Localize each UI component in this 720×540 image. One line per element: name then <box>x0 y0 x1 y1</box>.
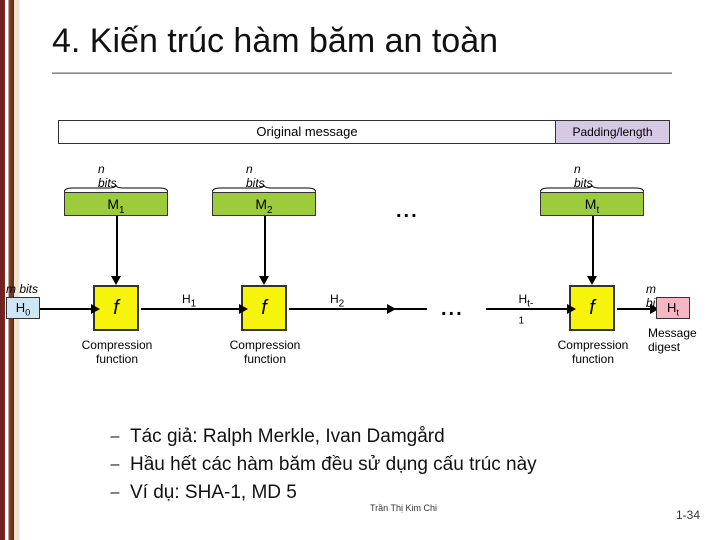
bullet-text: Hầu hết các hàm băm đều sử dụng cấu trúc… <box>130 453 537 477</box>
h0-box: H0 <box>6 297 40 319</box>
ellipsis-top: ... <box>396 200 419 223</box>
m-bits-label-0: m bits <box>6 282 38 296</box>
bullet-dash-icon: – <box>100 453 130 477</box>
right-arrow-icon <box>239 304 248 314</box>
bullet-text: Ví dụ: SHA-1, MD 5 <box>130 481 297 505</box>
ellipsis-mid: ... <box>441 298 464 321</box>
page-number: 1-34 <box>676 508 700 522</box>
down-arrow-icon <box>587 276 597 285</box>
right-arrow-icon <box>567 304 576 314</box>
down-arrow-icon <box>259 276 269 285</box>
message-block: Mt <box>540 192 644 216</box>
bullet-dash-icon: – <box>100 481 130 505</box>
message-digest-label: Messagedigest <box>648 326 697 354</box>
bullet-dash-icon: – <box>100 425 130 449</box>
list-item: – Ví dụ: SHA-1, MD 5 <box>100 481 537 505</box>
down-arrow-icon <box>111 276 121 285</box>
arrow-line <box>592 216 594 276</box>
arrow-line <box>617 308 650 310</box>
arrow-line <box>264 216 266 276</box>
title-underline <box>52 72 672 74</box>
compression-label: Compressionfunction <box>77 338 157 366</box>
compression-label: Compressionfunction <box>553 338 633 366</box>
author-footer: Trần Thị Kim Chi <box>370 503 437 513</box>
arrow-line <box>40 308 91 310</box>
arrow-line <box>116 216 118 276</box>
original-message-box: Original message <box>58 120 556 144</box>
brace-icon <box>64 180 168 188</box>
brace-icon <box>212 180 316 188</box>
ht-box: Ht <box>656 297 690 319</box>
padding-length-box: Padding/length <box>556 120 670 144</box>
list-item: – Tác giả: Ralph Merkle, Ivan Damgård <box>100 425 537 449</box>
h-label: Ht-1 <box>519 292 534 327</box>
arrow-line <box>387 308 427 310</box>
right-arrow-icon <box>91 304 100 314</box>
list-item: – Hầu hết các hàm băm đều sử dụng cấu tr… <box>100 453 537 477</box>
bullet-list: – Tác giả: Ralph Merkle, Ivan Damgård – … <box>100 425 537 509</box>
brace-icon <box>540 180 644 188</box>
message-block: M1 <box>64 192 168 216</box>
bullet-text: Tác giả: Ralph Merkle, Ivan Damgård <box>130 425 445 449</box>
top-message-bar: Original message Padding/length <box>58 120 670 144</box>
decorative-sidebar <box>0 0 28 540</box>
compression-label: Compressionfunction <box>225 338 305 366</box>
h-label: H2 <box>330 292 344 309</box>
h-label: H1 <box>182 292 196 309</box>
message-block: M2 <box>212 192 316 216</box>
page-title: 4. Kiến trúc hàm băm an toàn <box>52 22 498 61</box>
